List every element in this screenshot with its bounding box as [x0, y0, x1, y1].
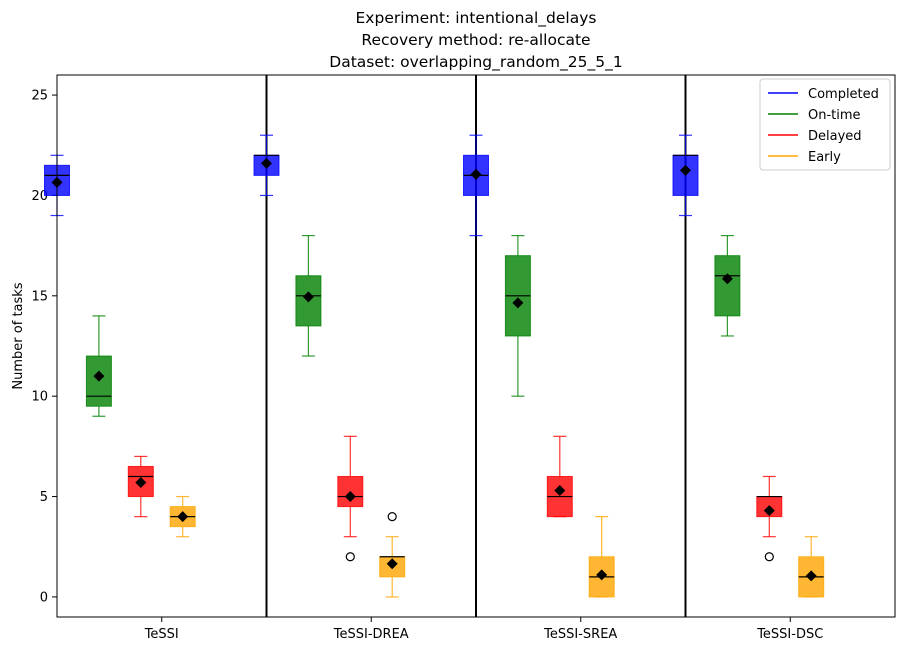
- mean-marker: [386, 558, 398, 570]
- y-axis-label: Number of tasks: [11, 282, 26, 389]
- mean-marker: [554, 485, 566, 497]
- box-delayed-tessi-dsc: [756, 475, 783, 562]
- mean-marker: [805, 570, 817, 582]
- chart-title: Experiment: intentional_delays Recovery …: [329, 9, 622, 72]
- box-on-time-tessi-dsc: [714, 234, 741, 337]
- outlier-point: [345, 552, 355, 562]
- box-on-time-tessi: [85, 315, 112, 417]
- y-tick-label: 10: [31, 390, 48, 405]
- legend-label-early: Early: [808, 150, 841, 165]
- y-tick-label: 0: [40, 590, 48, 605]
- box-delayed-tessi: [127, 455, 154, 518]
- mean-marker: [763, 505, 775, 517]
- chart-title-line-3: Dataset: overlapping_random_25_5_1: [329, 53, 622, 72]
- x-tick-label-tessi-srea: TeSSI-SREA: [543, 627, 617, 642]
- mean-marker: [93, 370, 105, 382]
- box-early-tessi-dsc: [798, 536, 825, 598]
- y-tick-label: 15: [31, 289, 48, 304]
- box-early-tessi: [169, 495, 196, 538]
- mean-marker: [177, 511, 189, 523]
- x-tick-label-tessi: TeSSI: [144, 627, 179, 642]
- mean-marker: [596, 569, 608, 581]
- box-delayed-tessi-drea: [337, 435, 364, 562]
- box-completed-tessi-srea: [463, 134, 489, 237]
- box-completed-tessi-drea: [253, 134, 280, 197]
- legend: Completed On-time Delayed Early: [759, 78, 891, 171]
- mean-marker: [135, 477, 147, 489]
- plot-area: 0 5 10 15 20 25 TeSSI TeSSI-DREA TeSSI-SREA TeSSI…: [31, 74, 896, 642]
- y-tick-label: 25: [31, 89, 48, 104]
- x-tick-label-tessi-drea: TeSSI-DREA: [333, 627, 409, 642]
- box-on-time-tessi-drea: [295, 234, 322, 357]
- mean-marker: [302, 291, 314, 303]
- chart-title-line-2: Recovery method: re-allocate: [361, 31, 590, 49]
- box-completed-tessi-dsc: [672, 134, 699, 217]
- x-tick-label-tessi-dsc: TeSSI-DSC: [756, 627, 823, 642]
- box-body: [714, 255, 741, 317]
- mean-marker: [512, 297, 524, 309]
- box-delayed-tessi-srea: [546, 435, 573, 518]
- outlier-point: [764, 552, 774, 562]
- mean-marker: [721, 273, 733, 285]
- box-on-time-tessi-srea: [504, 234, 531, 397]
- mean-marker: [344, 491, 356, 503]
- legend-label-completed: Completed: [808, 87, 879, 102]
- y-tick-label: 20: [31, 189, 48, 204]
- mean-marker: [680, 164, 691, 176]
- mean-marker: [261, 157, 272, 169]
- box-early-tessi-srea: [588, 516, 615, 598]
- box-early-tessi-drea: [379, 512, 406, 598]
- y-tick-label: 5: [40, 490, 48, 505]
- legend-label-on-time: On-time: [808, 108, 861, 123]
- axes-frame: [56, 74, 896, 618]
- chart-title-line-1: Experiment: intentional_delays: [356, 9, 597, 28]
- mean-marker: [470, 168, 482, 180]
- legend-label-delayed: Delayed: [808, 129, 862, 144]
- legend-frame: [759, 78, 891, 171]
- outlier-point: [387, 512, 397, 522]
